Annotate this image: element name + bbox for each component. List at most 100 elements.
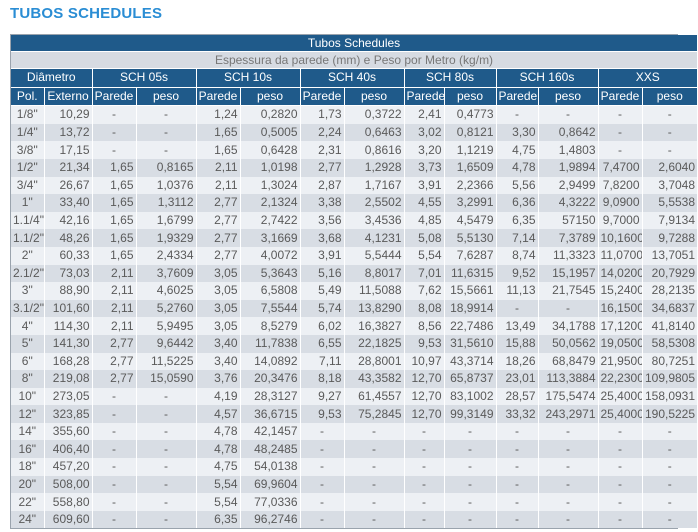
table-cell: - bbox=[136, 475, 197, 494]
table-cell: 13,8290 bbox=[344, 299, 405, 318]
table-cell: 3,05 bbox=[196, 282, 241, 300]
table-cell: 60,33 bbox=[44, 246, 93, 265]
table-cell: 22" bbox=[11, 493, 45, 511]
table-cell: 42,16 bbox=[44, 211, 93, 230]
table-cell: 3,1669 bbox=[240, 229, 301, 247]
table-cell: 16" bbox=[11, 440, 45, 459]
table-cell: 3,38 bbox=[300, 194, 345, 212]
table-cell: 3.1/2" bbox=[11, 299, 45, 318]
table-cell: - bbox=[496, 510, 539, 529]
group-header-xxs: XXS bbox=[598, 68, 698, 88]
table-cell: 7,6287 bbox=[444, 246, 497, 265]
table-cell: 8,08 bbox=[404, 299, 445, 318]
table-cell: 219,08 bbox=[44, 370, 93, 388]
table-cell: 0,4773 bbox=[444, 105, 497, 124]
table-cell: 3,02 bbox=[404, 123, 445, 142]
column-header: peso bbox=[344, 87, 405, 107]
table-cell: 43,3582 bbox=[344, 370, 405, 388]
table-cell: 1,65 bbox=[196, 141, 241, 159]
table-cell: 18,9914 bbox=[444, 299, 497, 318]
table-cell: - bbox=[92, 123, 137, 142]
table-cell: 5,54 bbox=[196, 493, 241, 511]
table-cell: 69,9604 bbox=[240, 475, 301, 494]
table-cell: - bbox=[642, 493, 698, 511]
table-cell: 3,2991 bbox=[444, 194, 497, 212]
table-cell: 8" bbox=[11, 370, 45, 388]
table-cell: 88,90 bbox=[44, 282, 93, 300]
table-cell: - bbox=[538, 510, 599, 529]
table-cell: 1,9329 bbox=[136, 229, 197, 247]
table-title: Tubos Schedules bbox=[11, 35, 698, 52]
table-cell: 2,2366 bbox=[444, 176, 497, 195]
table-cell: 7,4700 bbox=[598, 158, 643, 177]
table-cell: 3,7048 bbox=[642, 176, 698, 195]
table-cell: 33,32 bbox=[496, 405, 539, 423]
table-cell: 2,77 bbox=[92, 334, 137, 353]
table-row: 14" 355,60- -4,78 42,1457- - - - - - - - bbox=[11, 422, 698, 441]
table-cell: 5,54 bbox=[404, 246, 445, 265]
table-cell: 57150 bbox=[538, 211, 599, 230]
table-cell: 11,6315 bbox=[444, 264, 497, 283]
table-cell: - bbox=[404, 510, 445, 529]
table-cell: 190,5225 bbox=[642, 405, 698, 423]
table-cell: 7,9134 bbox=[642, 211, 698, 230]
table-cell: 4,85 bbox=[404, 211, 445, 230]
table-row: 6" 168,28 2,77 11,5225 3,40 14,0892 7,11 28,800… bbox=[11, 352, 698, 371]
table-cell: 6,5808 bbox=[240, 282, 301, 300]
table-cell: - bbox=[344, 475, 405, 494]
table-cell: 1/2" bbox=[11, 158, 45, 177]
table-cell: - bbox=[598, 105, 643, 124]
table-cell: 8,74 bbox=[496, 246, 539, 265]
table-cell: - bbox=[642, 458, 698, 476]
table-row: 16" 406,40- -4,78 48,2485- - - - - - - - bbox=[11, 440, 698, 459]
table-cell: 3,7609 bbox=[136, 264, 197, 283]
table-cell: 4,0072 bbox=[240, 246, 301, 265]
table-cell: 99,3149 bbox=[444, 405, 497, 423]
table-cell: 28,2135 bbox=[642, 282, 698, 300]
table-cell: 243,2971 bbox=[538, 405, 599, 423]
column-header: peso bbox=[240, 87, 301, 107]
table-cell: 2,6040 bbox=[642, 158, 698, 177]
table-cell: - bbox=[598, 422, 643, 441]
table-cell: 9,53 bbox=[404, 334, 445, 353]
table-row: 1" 33,40 1,65 1,3112 2,77 2,1324 3,38 2,5502 4,5… bbox=[11, 194, 698, 212]
table-cell: 101,60 bbox=[44, 299, 93, 318]
table-cell: 1,65 bbox=[92, 194, 137, 212]
table-cell: 1,73 bbox=[300, 105, 345, 124]
table-cell: 1,0376 bbox=[136, 176, 197, 195]
table-cell: 2" bbox=[11, 246, 45, 265]
table-cell: - bbox=[404, 493, 445, 511]
table-cell: - bbox=[92, 510, 137, 529]
table-cell: 1,65 bbox=[92, 176, 137, 195]
table-cell: - bbox=[598, 510, 643, 529]
table-subtitle: Espessura da parede (mm) e Peso por Metr… bbox=[11, 51, 698, 69]
table-cell: - bbox=[136, 405, 197, 423]
table-cell: 1" bbox=[11, 194, 45, 212]
table-cell: 14,0892 bbox=[240, 352, 301, 371]
table-row: 1/4" 13,72- -1,65 0,5005 2,24 0,6463 3,02 0,812… bbox=[11, 123, 698, 142]
table-cell: 54,0138 bbox=[240, 458, 301, 476]
table-cell: 6" bbox=[11, 352, 45, 371]
table-cell: 26,67 bbox=[44, 176, 93, 195]
table-cell: 113,3884 bbox=[538, 370, 599, 388]
table-cell: 12" bbox=[11, 405, 45, 423]
table-cell: 1,6509 bbox=[444, 158, 497, 177]
table-cell: 168,28 bbox=[44, 352, 93, 371]
table-cell: 5" bbox=[11, 334, 45, 353]
table-cell: 1,65 bbox=[196, 123, 241, 142]
table-cell: 41,8140 bbox=[642, 317, 698, 335]
table-cell: - bbox=[136, 387, 197, 406]
table-cell: - bbox=[496, 475, 539, 494]
table-cell: 18,26 bbox=[496, 352, 539, 371]
column-header: peso bbox=[642, 87, 698, 107]
column-header: Externo bbox=[44, 87, 93, 107]
table-cell: 114,30 bbox=[44, 317, 93, 335]
table-cell: - bbox=[344, 493, 405, 511]
table-cell: 1,9894 bbox=[538, 158, 599, 177]
table-cell: 50,0562 bbox=[538, 334, 599, 353]
schedules-table: Tubos Schedules Espessura da parede (mm)… bbox=[11, 35, 698, 529]
table-cell: 4,3222 bbox=[538, 194, 599, 212]
table-cell: 2,77 bbox=[92, 352, 137, 371]
table-cell: - bbox=[92, 405, 137, 423]
table-cell: 2,24 bbox=[300, 123, 345, 142]
